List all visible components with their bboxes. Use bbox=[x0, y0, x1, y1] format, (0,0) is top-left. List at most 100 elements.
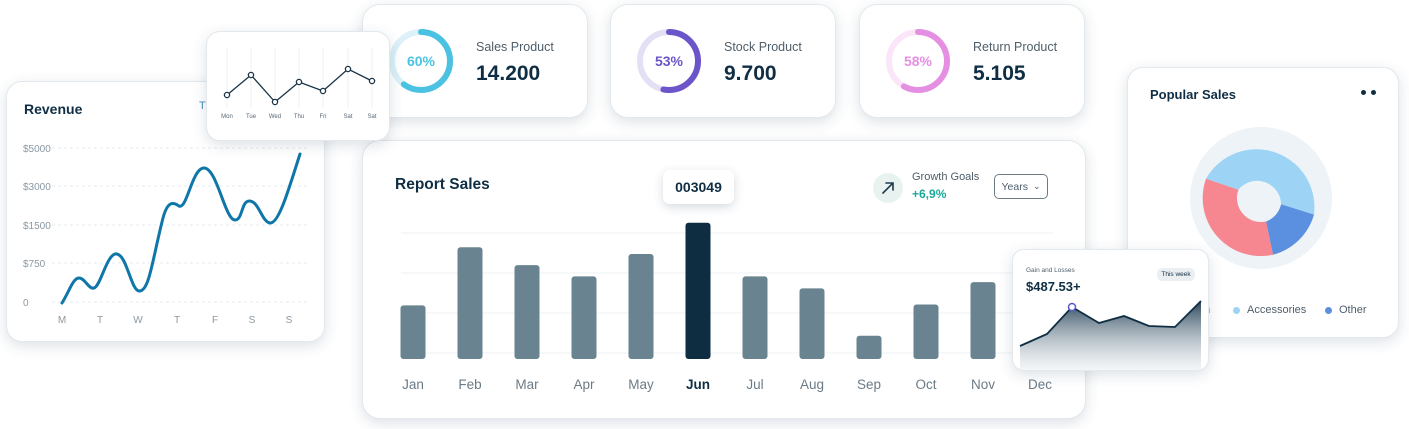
revenue-x-tick-label: T bbox=[97, 315, 103, 326]
donut-slice-main bbox=[1202, 178, 1273, 257]
gain-and-losses-label: Gain and Losses bbox=[1026, 267, 1075, 274]
revenue-title: Revenue bbox=[24, 101, 83, 117]
revenue-x-tick-label: M bbox=[58, 315, 66, 326]
bar-month-label: May bbox=[628, 377, 654, 392]
period-dropdown[interactable]: Years ⌄ bbox=[994, 174, 1048, 199]
gain-and-losses-value: $487.53+ bbox=[1026, 279, 1081, 294]
bar-month-label: Dec bbox=[1028, 377, 1052, 392]
bar-oct[interactable] bbox=[913, 304, 939, 359]
gain-and-losses-area-chart bbox=[1019, 300, 1202, 370]
period-dropdown-label: Years bbox=[1001, 180, 1028, 193]
revenue-y-tick-label: 0 bbox=[23, 298, 29, 309]
bar-month-label: Oct bbox=[915, 377, 936, 392]
weekly-mini-chart: Mon Tue Wed Thu Fri Sat Sat bbox=[221, 48, 377, 120]
sales-product-label: Sales Product bbox=[476, 40, 554, 54]
return-product-label: Return Product bbox=[973, 40, 1058, 54]
bar-sep[interactable] bbox=[856, 335, 882, 359]
revenue-chart: $5000 $3000 $1500 $750 0 M T W T F S S bbox=[23, 144, 307, 326]
progress-ring-percent: 60% bbox=[407, 53, 436, 69]
legend-item-accessories: Accessories bbox=[1233, 304, 1306, 316]
legend-accessories-label: Accessories bbox=[1247, 304, 1307, 316]
mini-point bbox=[319, 87, 327, 95]
mini-x-tick-label: Sat bbox=[343, 114, 352, 120]
bar-nov[interactable] bbox=[970, 282, 996, 359]
donut-slice-accessories bbox=[1206, 149, 1315, 215]
bar-month-label: Aug bbox=[800, 377, 824, 392]
stock-product-value: 9.700 bbox=[724, 62, 777, 85]
bar-may[interactable] bbox=[628, 253, 654, 359]
stock-product-label: Stock Product bbox=[724, 40, 802, 54]
bar-month-label: Sep bbox=[857, 377, 881, 392]
mini-x-tick-label: Wed bbox=[269, 114, 281, 120]
return-product-value: 5.105 bbox=[973, 62, 1026, 85]
mini-point bbox=[295, 78, 303, 86]
return-product-card: 58% Return Product 5.105 bbox=[859, 4, 1085, 118]
chevron-down-icon: ⌄ bbox=[1032, 181, 1041, 191]
bar-jul[interactable] bbox=[742, 276, 768, 359]
mini-point bbox=[223, 91, 231, 99]
progress-ring-fill bbox=[886, 29, 950, 93]
popular-sales-donut-chart bbox=[1190, 127, 1332, 269]
trend-up-icon bbox=[873, 173, 903, 203]
progress-ring-percent: 58% bbox=[904, 53, 933, 69]
bar-month-label: Feb bbox=[458, 377, 481, 392]
bar-month-label: Jun bbox=[686, 377, 710, 392]
popular-sales-title: Popular Sales bbox=[1150, 87, 1236, 102]
bar-month-label: Jul bbox=[746, 377, 763, 392]
bar-jan[interactable] bbox=[400, 305, 426, 359]
revenue-x-tick-label: T bbox=[174, 315, 180, 326]
mini-x-tick-label: Mon bbox=[221, 114, 233, 120]
gain-and-losses-card: Gain and Losses $487.53+ This week bbox=[1012, 249, 1209, 371]
this-week-badge[interactable]: This week bbox=[1157, 268, 1195, 281]
weekly-mini-chart-card: Mon Tue Wed Thu Fri Sat Sat bbox=[206, 31, 390, 141]
gain-marker bbox=[1067, 302, 1077, 312]
mini-x-tick-label: Sat bbox=[367, 114, 376, 120]
bar-month-label: Nov bbox=[971, 377, 995, 392]
legend-swatch bbox=[1325, 306, 1332, 314]
sales-product-progress-ring: 60% bbox=[389, 29, 453, 93]
bar-mar[interactable] bbox=[514, 265, 540, 359]
sales-product-value: 14.200 bbox=[476, 62, 541, 85]
revenue-y-tick-label: $750 bbox=[23, 259, 46, 270]
legend-item-other: Other bbox=[1325, 304, 1367, 316]
mini-point bbox=[247, 71, 255, 79]
bar-month-label: Mar bbox=[515, 377, 539, 392]
gain-line bbox=[1019, 300, 1202, 347]
mini-x-tick-label: Thu bbox=[294, 114, 304, 120]
revenue-x-tick-label: S bbox=[249, 315, 256, 326]
legend-other-label: Other bbox=[1339, 304, 1367, 316]
mini-point bbox=[344, 65, 352, 73]
bar-value-tooltip: 003049 bbox=[663, 170, 734, 204]
sales-product-card: 60% Sales Product 14.200 bbox=[362, 4, 588, 118]
mini-point bbox=[368, 77, 376, 85]
mini-x-tick-label: Fri bbox=[320, 114, 327, 120]
revenue-line bbox=[60, 152, 302, 305]
bar-jun[interactable] bbox=[685, 222, 711, 359]
revenue-x-tick-label: S bbox=[286, 315, 293, 326]
progress-ring-percent: 53% bbox=[655, 53, 684, 69]
report-sales-bar-chart: Jan Feb Mar Apr May Jun Jul Aug Sep Oct Nov Dec bbox=[400, 222, 1053, 392]
stock-product-progress-ring: 53% bbox=[637, 29, 701, 93]
revenue-x-tick-label: W bbox=[133, 315, 143, 326]
growth-goals-label: Growth Goals bbox=[912, 171, 980, 183]
gain-area-fill bbox=[1020, 301, 1201, 370]
donut-slice-other bbox=[1266, 204, 1314, 255]
legend-swatch bbox=[1233, 306, 1240, 314]
mini-x-tick-label: Tue bbox=[246, 114, 257, 120]
progress-ring-fill bbox=[637, 29, 701, 93]
bar-feb[interactable] bbox=[457, 247, 483, 359]
mini-point bbox=[271, 98, 279, 106]
revenue-y-tick-label: $5000 bbox=[23, 144, 51, 155]
bar-month-label: Apr bbox=[573, 377, 595, 392]
bar-aug[interactable] bbox=[799, 288, 825, 359]
bar-month-label: Jan bbox=[402, 377, 424, 392]
bar-apr[interactable] bbox=[571, 276, 597, 359]
return-product-progress-ring: 58% bbox=[886, 29, 950, 93]
revenue-y-tick-label: $1500 bbox=[23, 221, 51, 232]
progress-ring-fill bbox=[389, 29, 453, 93]
growth-goals-value: +6,9% bbox=[912, 187, 947, 201]
revenue-x-tick-label: F bbox=[212, 315, 218, 326]
more-options-icon[interactable] bbox=[1361, 90, 1381, 96]
report-sales-title: Report Sales bbox=[395, 176, 490, 193]
revenue-y-tick-label: $3000 bbox=[23, 182, 51, 193]
